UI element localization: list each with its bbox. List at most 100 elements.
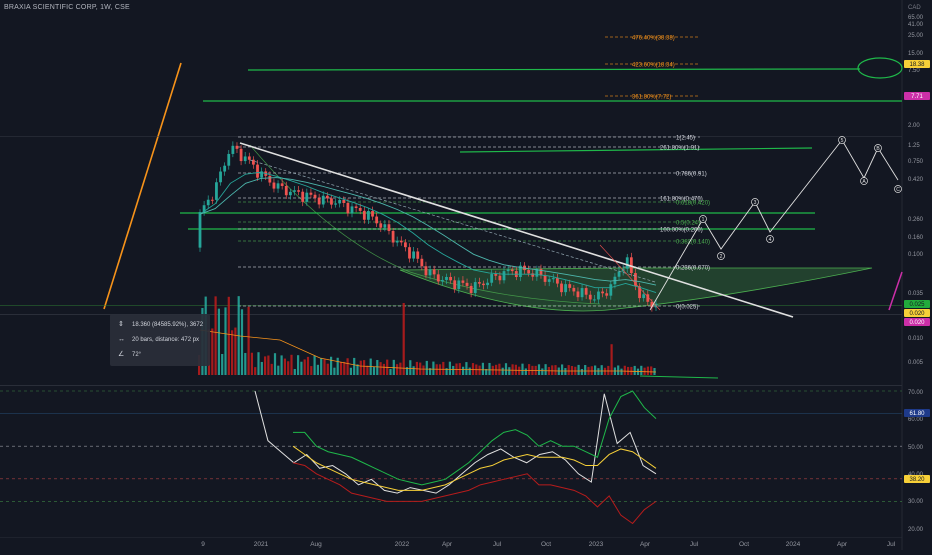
- volume-bar: [260, 361, 263, 375]
- candle: [428, 269, 432, 276]
- candle: [432, 269, 436, 275]
- volume-bar: [640, 365, 643, 375]
- candle: [293, 190, 296, 192]
- time-axis-tick: 9: [201, 541, 205, 548]
- volume-bar: [412, 366, 415, 375]
- wave-label: 3: [754, 200, 757, 206]
- candle: [584, 288, 588, 295]
- price-badge-label: 7.71: [911, 94, 923, 100]
- volume-bar: [653, 368, 656, 375]
- volume-bar: [402, 302, 405, 375]
- candle: [350, 206, 354, 214]
- price-axis-tick: 7.50: [908, 68, 920, 74]
- candle: [453, 280, 457, 289]
- candle: [490, 274, 494, 283]
- candle: [646, 294, 650, 302]
- volume-bar: [346, 358, 349, 375]
- candle: [243, 156, 247, 162]
- candle: [297, 190, 300, 192]
- volume-bar: [564, 368, 567, 375]
- fib-level-label: 100.00%(0.200): [660, 228, 703, 234]
- candle: [519, 265, 522, 278]
- candle: [605, 293, 609, 296]
- candle: [457, 280, 461, 289]
- volume-bar: [356, 364, 359, 375]
- volume-bar: [458, 363, 461, 375]
- candle: [260, 171, 264, 178]
- candle: [354, 206, 358, 208]
- volume-bar: [211, 328, 214, 375]
- oscillator-axis-tick: 50.00: [908, 445, 924, 451]
- oscillator-series-3: [293, 390, 657, 486]
- candle: [642, 294, 646, 299]
- price-axis-tick: 0.750: [908, 159, 924, 165]
- candle: [223, 165, 227, 172]
- volume-bar: [376, 360, 379, 375]
- volume-trend-line: [639, 375, 719, 379]
- volume-bar: [584, 365, 587, 375]
- candle: [313, 194, 317, 198]
- volume-bar: [277, 365, 280, 375]
- volume-bar: [485, 368, 488, 375]
- fib-level-label: 0(0.025): [676, 305, 698, 311]
- fib-level-label: 476.40%(38.38): [632, 36, 675, 42]
- candle: [387, 224, 391, 231]
- measure-price-change: 18.360 (84585.92%), 3672: [132, 322, 204, 328]
- price-axis-tick: 15.00: [908, 51, 924, 57]
- candle: [276, 183, 280, 189]
- candle: [338, 199, 342, 204]
- volume-bar: [462, 366, 465, 375]
- volume-bar: [481, 362, 484, 375]
- oscillator-badge: [904, 409, 930, 417]
- currency-label: CAD: [908, 5, 921, 11]
- volume-bar: [234, 327, 237, 375]
- time-axis-tick: Jul: [887, 541, 896, 548]
- volume-bar: [577, 364, 580, 375]
- wave-label: 2: [720, 254, 723, 260]
- volume-ma-line: [199, 329, 657, 373]
- oscillator-series-4: [292, 462, 657, 525]
- orange-trend-line: [103, 62, 182, 310]
- price-badge: [904, 309, 930, 317]
- volume-bar: [551, 365, 554, 375]
- candle: [309, 192, 313, 195]
- wave-label: 4: [769, 237, 772, 243]
- volume-bar: [501, 367, 504, 375]
- measure-angle-row: ∠ 72°: [118, 351, 141, 359]
- candle: [379, 223, 383, 228]
- volume-bar: [389, 368, 392, 375]
- moving-average-line-2: [199, 177, 657, 286]
- oscillator-series-1: [254, 390, 657, 494]
- candle: [638, 286, 641, 299]
- volume-bar: [217, 308, 220, 375]
- price-axis-tick: 0.005: [908, 360, 924, 366]
- time-axis-tick: Jul: [690, 541, 699, 548]
- candle: [330, 198, 333, 205]
- candle: [395, 240, 399, 243]
- volume-bar: [264, 356, 267, 375]
- volume-bar: [353, 357, 356, 375]
- oscillator-axis-tick: 60.00: [908, 417, 924, 423]
- candle: [502, 271, 506, 281]
- volume-bar: [478, 365, 481, 375]
- candle: [494, 274, 498, 276]
- time-axis-tick: Apr: [837, 541, 848, 548]
- time-axis-tick: 2024: [786, 541, 801, 548]
- candle: [239, 148, 243, 162]
- candle: [547, 279, 551, 282]
- measure-bars-distance: 20 bars, distance: 472 px: [132, 337, 200, 343]
- candle: [416, 251, 420, 259]
- measure-bars-row: ↔ 20 bars, distance: 472 px: [118, 336, 199, 344]
- candle: [539, 269, 543, 276]
- highlight-ellipse: [857, 57, 903, 79]
- candle: [210, 199, 214, 201]
- volume-bar: [323, 359, 326, 375]
- price-badge-label: 0.025: [909, 302, 925, 308]
- symbol-title: BRAXIA SCIENTIFIC CORP, 1W, CSE: [4, 4, 130, 11]
- measure-price-row: ⇕ 18.360 (84585.92%), 3672: [118, 321, 203, 329]
- candle: [358, 207, 362, 211]
- green-hline: [459, 147, 813, 153]
- candle: [564, 284, 568, 293]
